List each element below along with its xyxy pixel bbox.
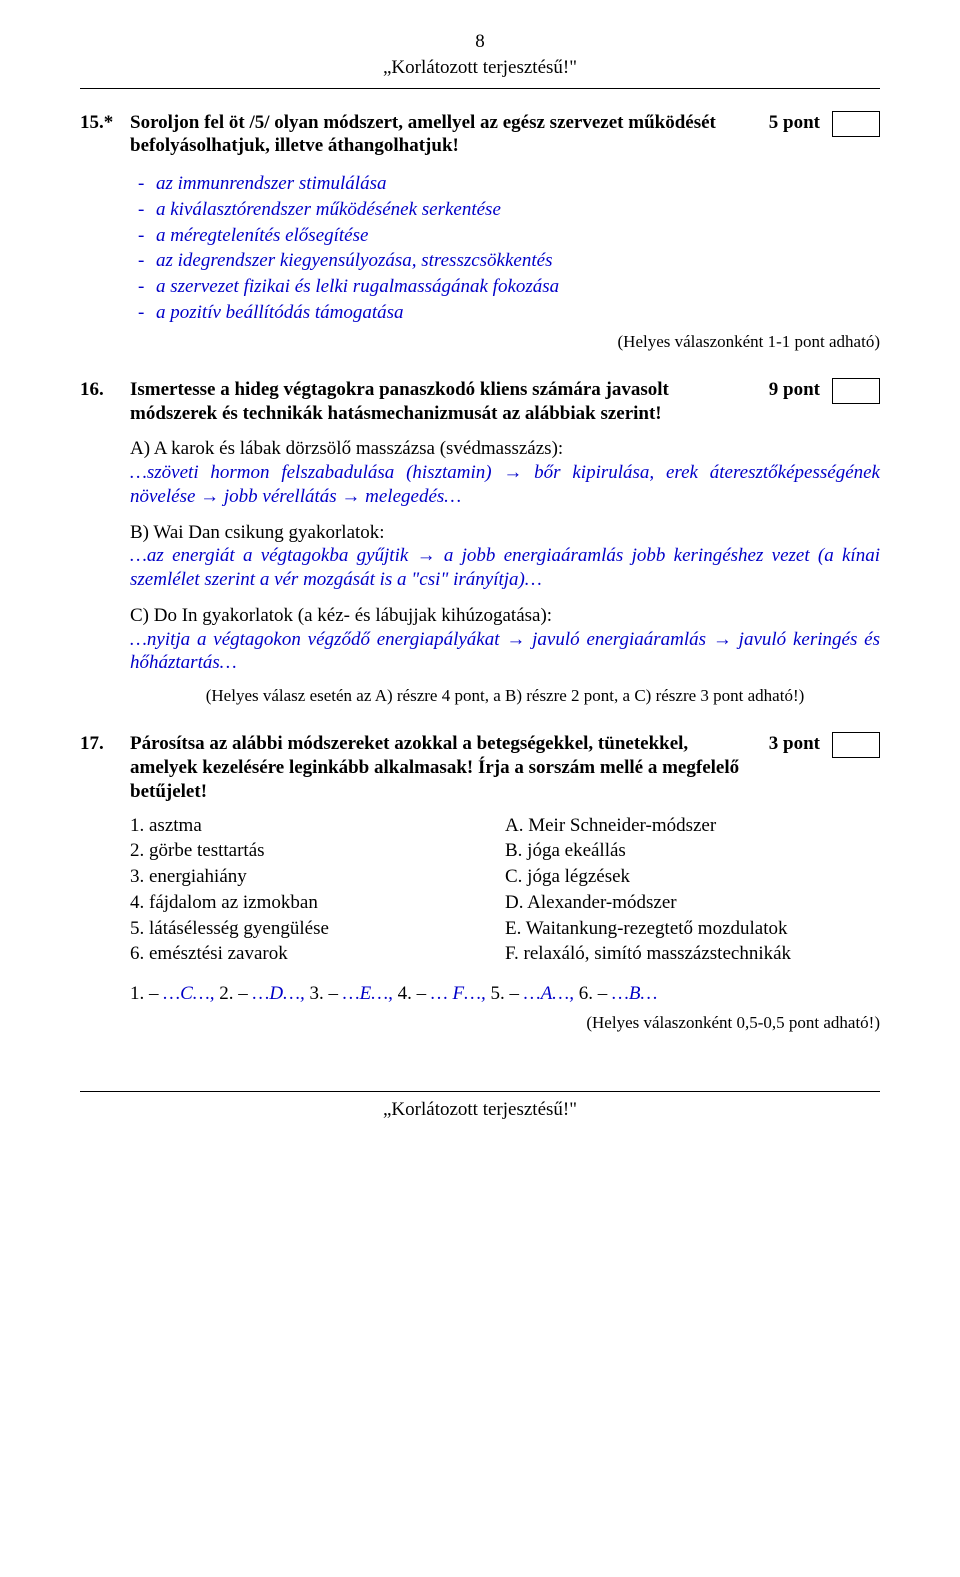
subquestion-title: C) Do In gyakorlatok (a kéz- és lábujjak… [130, 604, 880, 628]
pair-item: D. Alexander-módszer [505, 891, 880, 915]
answer-value: …B… [612, 983, 657, 1004]
answer-value: …A…, [524, 983, 574, 1004]
answer-item: az immunrendszer stimulálása [156, 172, 880, 196]
header-divider [80, 88, 880, 89]
score-box [832, 111, 880, 137]
points-label: 9 pont [769, 378, 820, 402]
pair-item: 4. fájdalom az izmokban [130, 891, 505, 915]
subquestion-answer: …az energiát a végtagokba gyűjtik → a jo… [130, 544, 880, 592]
pairing-columns: 1. asztma 2. görbe testtartás 3. energia… [130, 814, 880, 969]
answer-item: a szervezet fizikai és lelki rugalmasság… [156, 275, 880, 299]
answer-item: a méregtelenítés elősegítése [156, 224, 880, 248]
question-17: 17. Párosítsa az alábbi módszereket azok… [80, 732, 880, 1051]
classification-header: „Korlátozott terjesztésű!" [80, 56, 880, 80]
points-label: 3 pont [769, 732, 820, 756]
answer-value: …C…, [163, 983, 214, 1004]
pair-right-column: A. Meir Schneider-módszer B. jóga ekeáll… [505, 814, 880, 969]
answer-prefix: 2. – [219, 983, 252, 1004]
pair-item: 2. görbe testtartás [130, 839, 505, 863]
answer-item: az idegrendszer kiegyensúlyozása, stress… [156, 249, 880, 273]
subquestion-c: C) Do In gyakorlatok (a kéz- és lábujjak… [130, 604, 880, 675]
page-number: 8 [80, 30, 880, 54]
footer-divider [80, 1091, 880, 1092]
pair-item: E. Waitankung-rezegtető mozdulatok [505, 917, 880, 941]
points-label: 5 pont [769, 111, 820, 135]
answer-prefix: 3. – [309, 983, 342, 1004]
classification-footer: „Korlátozott terjesztésű!" [80, 1098, 880, 1122]
answer-prefix: 4. – [398, 983, 431, 1004]
answer-value: …D…, [252, 983, 304, 1004]
question-title: Párosítsa az alábbi módszereket azokkal … [130, 732, 769, 803]
answer-prefix: 1. – [130, 983, 163, 1004]
score-box [832, 732, 880, 758]
pair-item: F. relaxáló, simító masszázstechnikák [505, 942, 880, 966]
pair-left-column: 1. asztma 2. görbe testtartás 3. energia… [130, 814, 505, 969]
pair-item: C. jóga légzések [505, 865, 880, 889]
subquestion-title: A) A karok és lábak dörzsölő masszázsa (… [130, 437, 880, 461]
question-title: Ismertesse a hideg végtagokra panaszkodó… [130, 378, 769, 426]
subquestion-answer: …szöveti hormon felszabadulása (hisztami… [130, 461, 880, 509]
score-box [832, 378, 880, 404]
pair-item: B. jóga ekeállás [505, 839, 880, 863]
subquestion-answer: …nyitja a végtagokon végződő energiapály… [130, 628, 880, 676]
question-number: 15.* [80, 111, 130, 135]
question-15: 15.* Soroljon fel öt /5/ olyan módszert,… [80, 111, 880, 370]
answer-item: a pozitív beállítódás támogatása [156, 301, 880, 325]
scoring-note: (Helyes válaszonként 1-1 pont adható) [130, 331, 880, 352]
scoring-note: (Helyes válasz esetén az A) részre 4 pon… [130, 685, 880, 706]
answer-prefix: 6. – [579, 983, 612, 1004]
subquestion-a: A) A karok és lábak dörzsölő masszázsa (… [130, 437, 880, 508]
subquestion-title: B) Wai Dan csikung gyakorlatok: [130, 521, 880, 545]
pair-item: 3. energiahiány [130, 865, 505, 889]
scoring-note: (Helyes válaszonként 0,5-0,5 pont adható… [130, 1012, 880, 1033]
pair-item: 6. emésztési zavarok [130, 942, 505, 966]
answer-value: … F…, [431, 983, 486, 1004]
pair-item: 1. asztma [130, 814, 505, 838]
question-16: 16. Ismertesse a hideg végtagokra panasz… [80, 378, 880, 725]
answer-prefix: 5. – [491, 983, 524, 1004]
answer-value: …E…, [343, 983, 393, 1004]
answer-list: az immunrendszer stimulálása a kiválaszt… [130, 172, 880, 325]
pair-item: 5. látásélesség gyengülése [130, 917, 505, 941]
pair-item: A. Meir Schneider-módszer [505, 814, 880, 838]
answer-line: 1. – …C…, 2. – …D…, 3. – …E…, 4. – … F…,… [130, 982, 880, 1006]
question-title: Soroljon fel öt /5/ olyan módszert, amel… [130, 111, 769, 159]
question-number: 16. [80, 378, 130, 402]
question-number: 17. [80, 732, 130, 756]
subquestion-b: B) Wai Dan csikung gyakorlatok: …az ener… [130, 521, 880, 592]
answer-item: a kiválasztórendszer működésének serkent… [156, 198, 880, 222]
